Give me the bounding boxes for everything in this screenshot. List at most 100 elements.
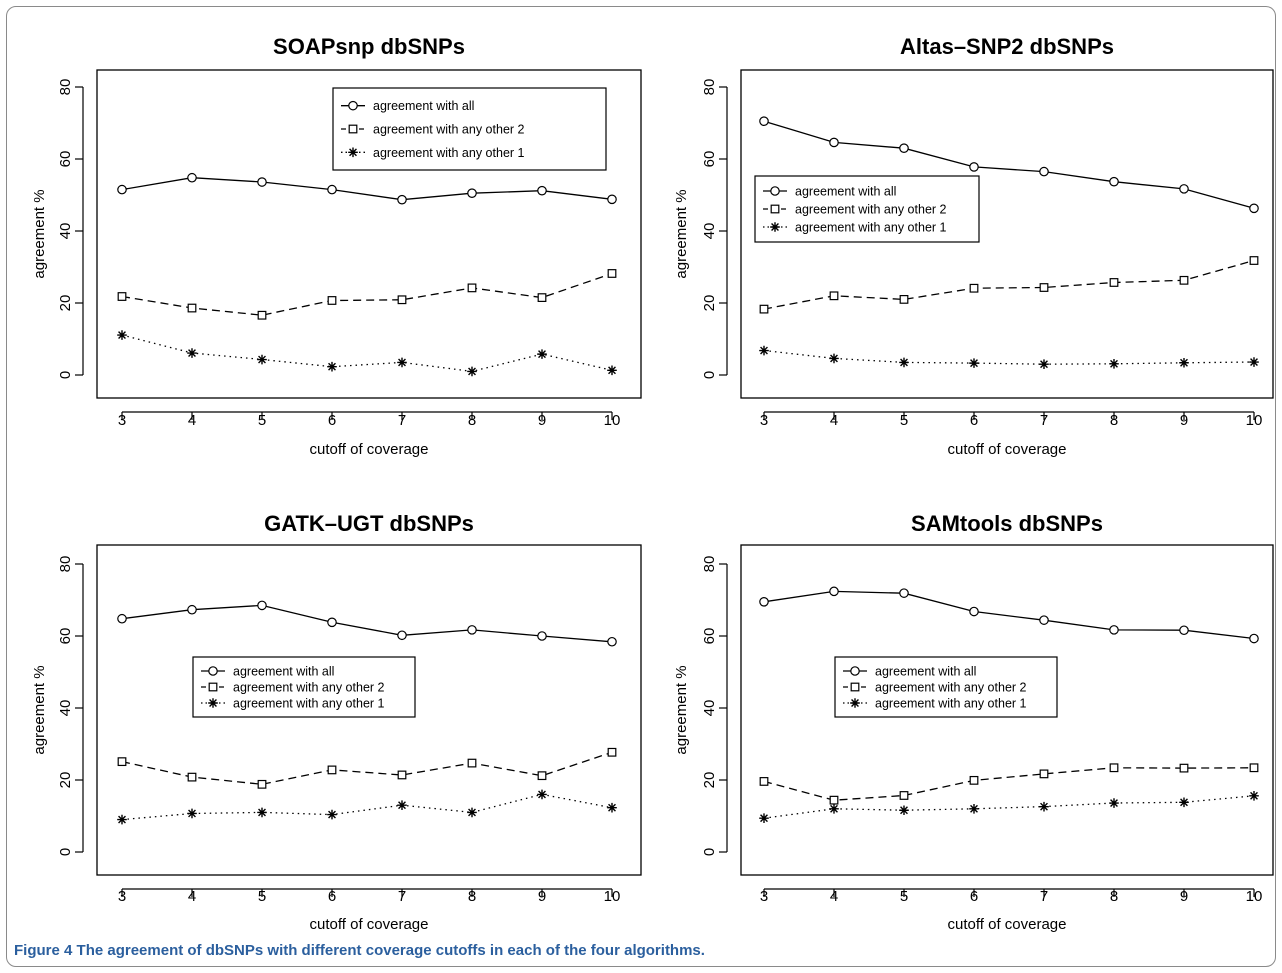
data-point: [1179, 797, 1189, 808]
y-tick-label: 40: [57, 223, 74, 240]
chart-panel-1: SOAPsnp dbSNPs 3 4 5 6 7 8 9 10 cutoff of coverag…: [31, 34, 642, 458]
x-tick-label: 6: [328, 888, 336, 905]
data-point: [1109, 625, 1119, 635]
data-point: [969, 804, 979, 814]
data-point: [327, 296, 337, 305]
data-point: [117, 292, 127, 301]
x-tick-label: 8: [1110, 888, 1118, 905]
legend-box: [332, 87, 607, 171]
x-axis-label: cutoff of coverage: [310, 441, 429, 458]
data-point: [1179, 184, 1189, 194]
data-point: [397, 357, 407, 368]
plot-area-frame: [740, 69, 1274, 399]
data-point: [117, 814, 127, 825]
legend-marker: [850, 682, 860, 692]
x-tick-label: 4: [830, 888, 838, 905]
plot-area-frame: [96, 544, 642, 876]
legend-box: [192, 656, 416, 718]
data-point: [1249, 357, 1259, 367]
data-point: [1039, 769, 1049, 779]
x-tick-label: 8: [468, 888, 476, 905]
series-3: [117, 789, 617, 825]
data-point: [537, 771, 547, 781]
data-point: [187, 348, 197, 358]
legend: agreement with all agreement with any oth…: [332, 87, 607, 171]
series-3: [117, 330, 617, 377]
series-line: [121, 604, 613, 643]
x-axis-label: cutoff of coverage: [948, 916, 1067, 933]
data-point: [257, 310, 267, 320]
y-tick-label: 80: [701, 556, 718, 573]
data-point: [187, 808, 197, 819]
data-point: [899, 295, 909, 304]
data-point: [829, 137, 839, 148]
y-tick-label: 40: [57, 700, 74, 717]
x-tick-label: 7: [1040, 412, 1048, 429]
chart-title: SAMtools dbSNPs: [911, 511, 1103, 536]
series-2: [117, 747, 617, 789]
data-point: [257, 807, 267, 818]
data-point: [327, 361, 337, 372]
data-point: [1179, 763, 1189, 773]
data-point: [1249, 203, 1259, 214]
legend-label: agreement with all: [875, 665, 976, 679]
data-point: [829, 804, 839, 814]
data-point: [969, 358, 979, 368]
data-point: [969, 775, 979, 785]
y-tick-label: 80: [57, 556, 74, 573]
figure-panels: SOAPsnp dbSNPs 3 4 5 6 7 8 9 10 cutoff of coverag…: [31, 34, 1274, 933]
data-point: [117, 757, 127, 767]
series-2: [759, 763, 1259, 805]
legend-label: agreement with all: [795, 185, 896, 199]
data-point: [257, 600, 267, 611]
data-point: [829, 353, 839, 364]
x-tick-label: 3: [118, 888, 126, 905]
x-tick-label: 7: [398, 412, 406, 429]
x-tick-label: 4: [188, 888, 196, 905]
data-point: [1039, 615, 1049, 625]
data-point: [117, 613, 127, 624]
data-point: [607, 802, 617, 813]
y-tick-label: 60: [701, 151, 718, 168]
data-point: [397, 295, 407, 305]
data-point: [1249, 633, 1259, 644]
x-tick-label: 4: [830, 412, 838, 429]
data-point: [537, 185, 547, 196]
figure-caption: Figure 4 The agreement of dbSNPs with di…: [14, 942, 705, 959]
y-tick-label: 40: [701, 700, 718, 717]
y-tick-label: 0: [701, 848, 718, 856]
data-point: [607, 269, 617, 278]
data-point: [327, 765, 337, 775]
series-line: [763, 590, 1255, 640]
chart-title: Altas–SNP2 dbSNPs: [900, 34, 1114, 59]
x-tick-label: 4: [188, 412, 196, 429]
series-3: [759, 345, 1259, 369]
series-2: [759, 256, 1259, 314]
chart-panel-4: SAMtools dbSNPs 3 4 5 6 7 8 9 10 cutoff of covera…: [673, 511, 1274, 933]
x-tick-label: 3: [760, 412, 768, 429]
data-point: [397, 194, 407, 205]
x-tick-label: 8: [468, 412, 476, 429]
y-tick-label: 60: [57, 151, 74, 168]
x-tick-label: 6: [328, 412, 336, 429]
series-line: [763, 767, 1255, 801]
legend-marker: [770, 204, 780, 214]
data-point: [467, 283, 477, 293]
data-point: [117, 330, 127, 340]
data-point: [117, 184, 127, 195]
chart-title: SOAPsnp dbSNPs: [273, 34, 465, 59]
legend-marker: [770, 222, 780, 232]
data-point: [467, 758, 477, 768]
x-tick-label: 5: [258, 412, 266, 429]
data-point: [1039, 359, 1049, 369]
data-point: [607, 365, 617, 376]
x-tick-label: 9: [1180, 888, 1188, 905]
data-point: [899, 357, 909, 368]
x-tick-label: 5: [258, 888, 266, 905]
data-point: [257, 177, 267, 187]
y-tick-label: 80: [701, 79, 718, 96]
legend-label: agreement with any other 2: [795, 203, 947, 217]
data-point: [1039, 283, 1049, 292]
series-line: [121, 177, 613, 201]
data-point: [1039, 801, 1049, 812]
